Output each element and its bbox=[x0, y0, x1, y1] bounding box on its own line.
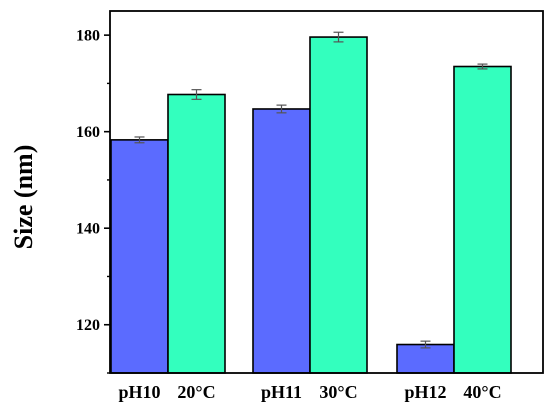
bar bbox=[110, 139, 169, 374]
y-tick-label: 140 bbox=[76, 221, 100, 238]
x-tick-label: pH10 bbox=[118, 382, 160, 402]
x-tick-label: pH11 bbox=[261, 382, 302, 402]
bar bbox=[252, 108, 311, 374]
bar bbox=[396, 343, 455, 374]
plot-area bbox=[110, 31, 512, 374]
plot-frame bbox=[109, 10, 544, 374]
bar bbox=[453, 65, 512, 374]
y-tick-label: 120 bbox=[76, 317, 100, 334]
y-tick-label: 180 bbox=[76, 28, 100, 45]
x-tick-label: 30°C bbox=[319, 382, 357, 402]
x-tick-label: pH12 bbox=[404, 382, 446, 402]
x-tick-label: 40°C bbox=[463, 382, 501, 402]
bar bbox=[167, 93, 226, 374]
y-axis-title: Size (nm) bbox=[9, 145, 38, 250]
y-tick-label: 160 bbox=[76, 124, 100, 141]
bar bbox=[309, 36, 368, 374]
x-tick-label: 20°C bbox=[177, 382, 215, 402]
axes: pH10 20°C pH11 30°C pH12 40°C 120 140 160 180 bbox=[76, 10, 544, 402]
